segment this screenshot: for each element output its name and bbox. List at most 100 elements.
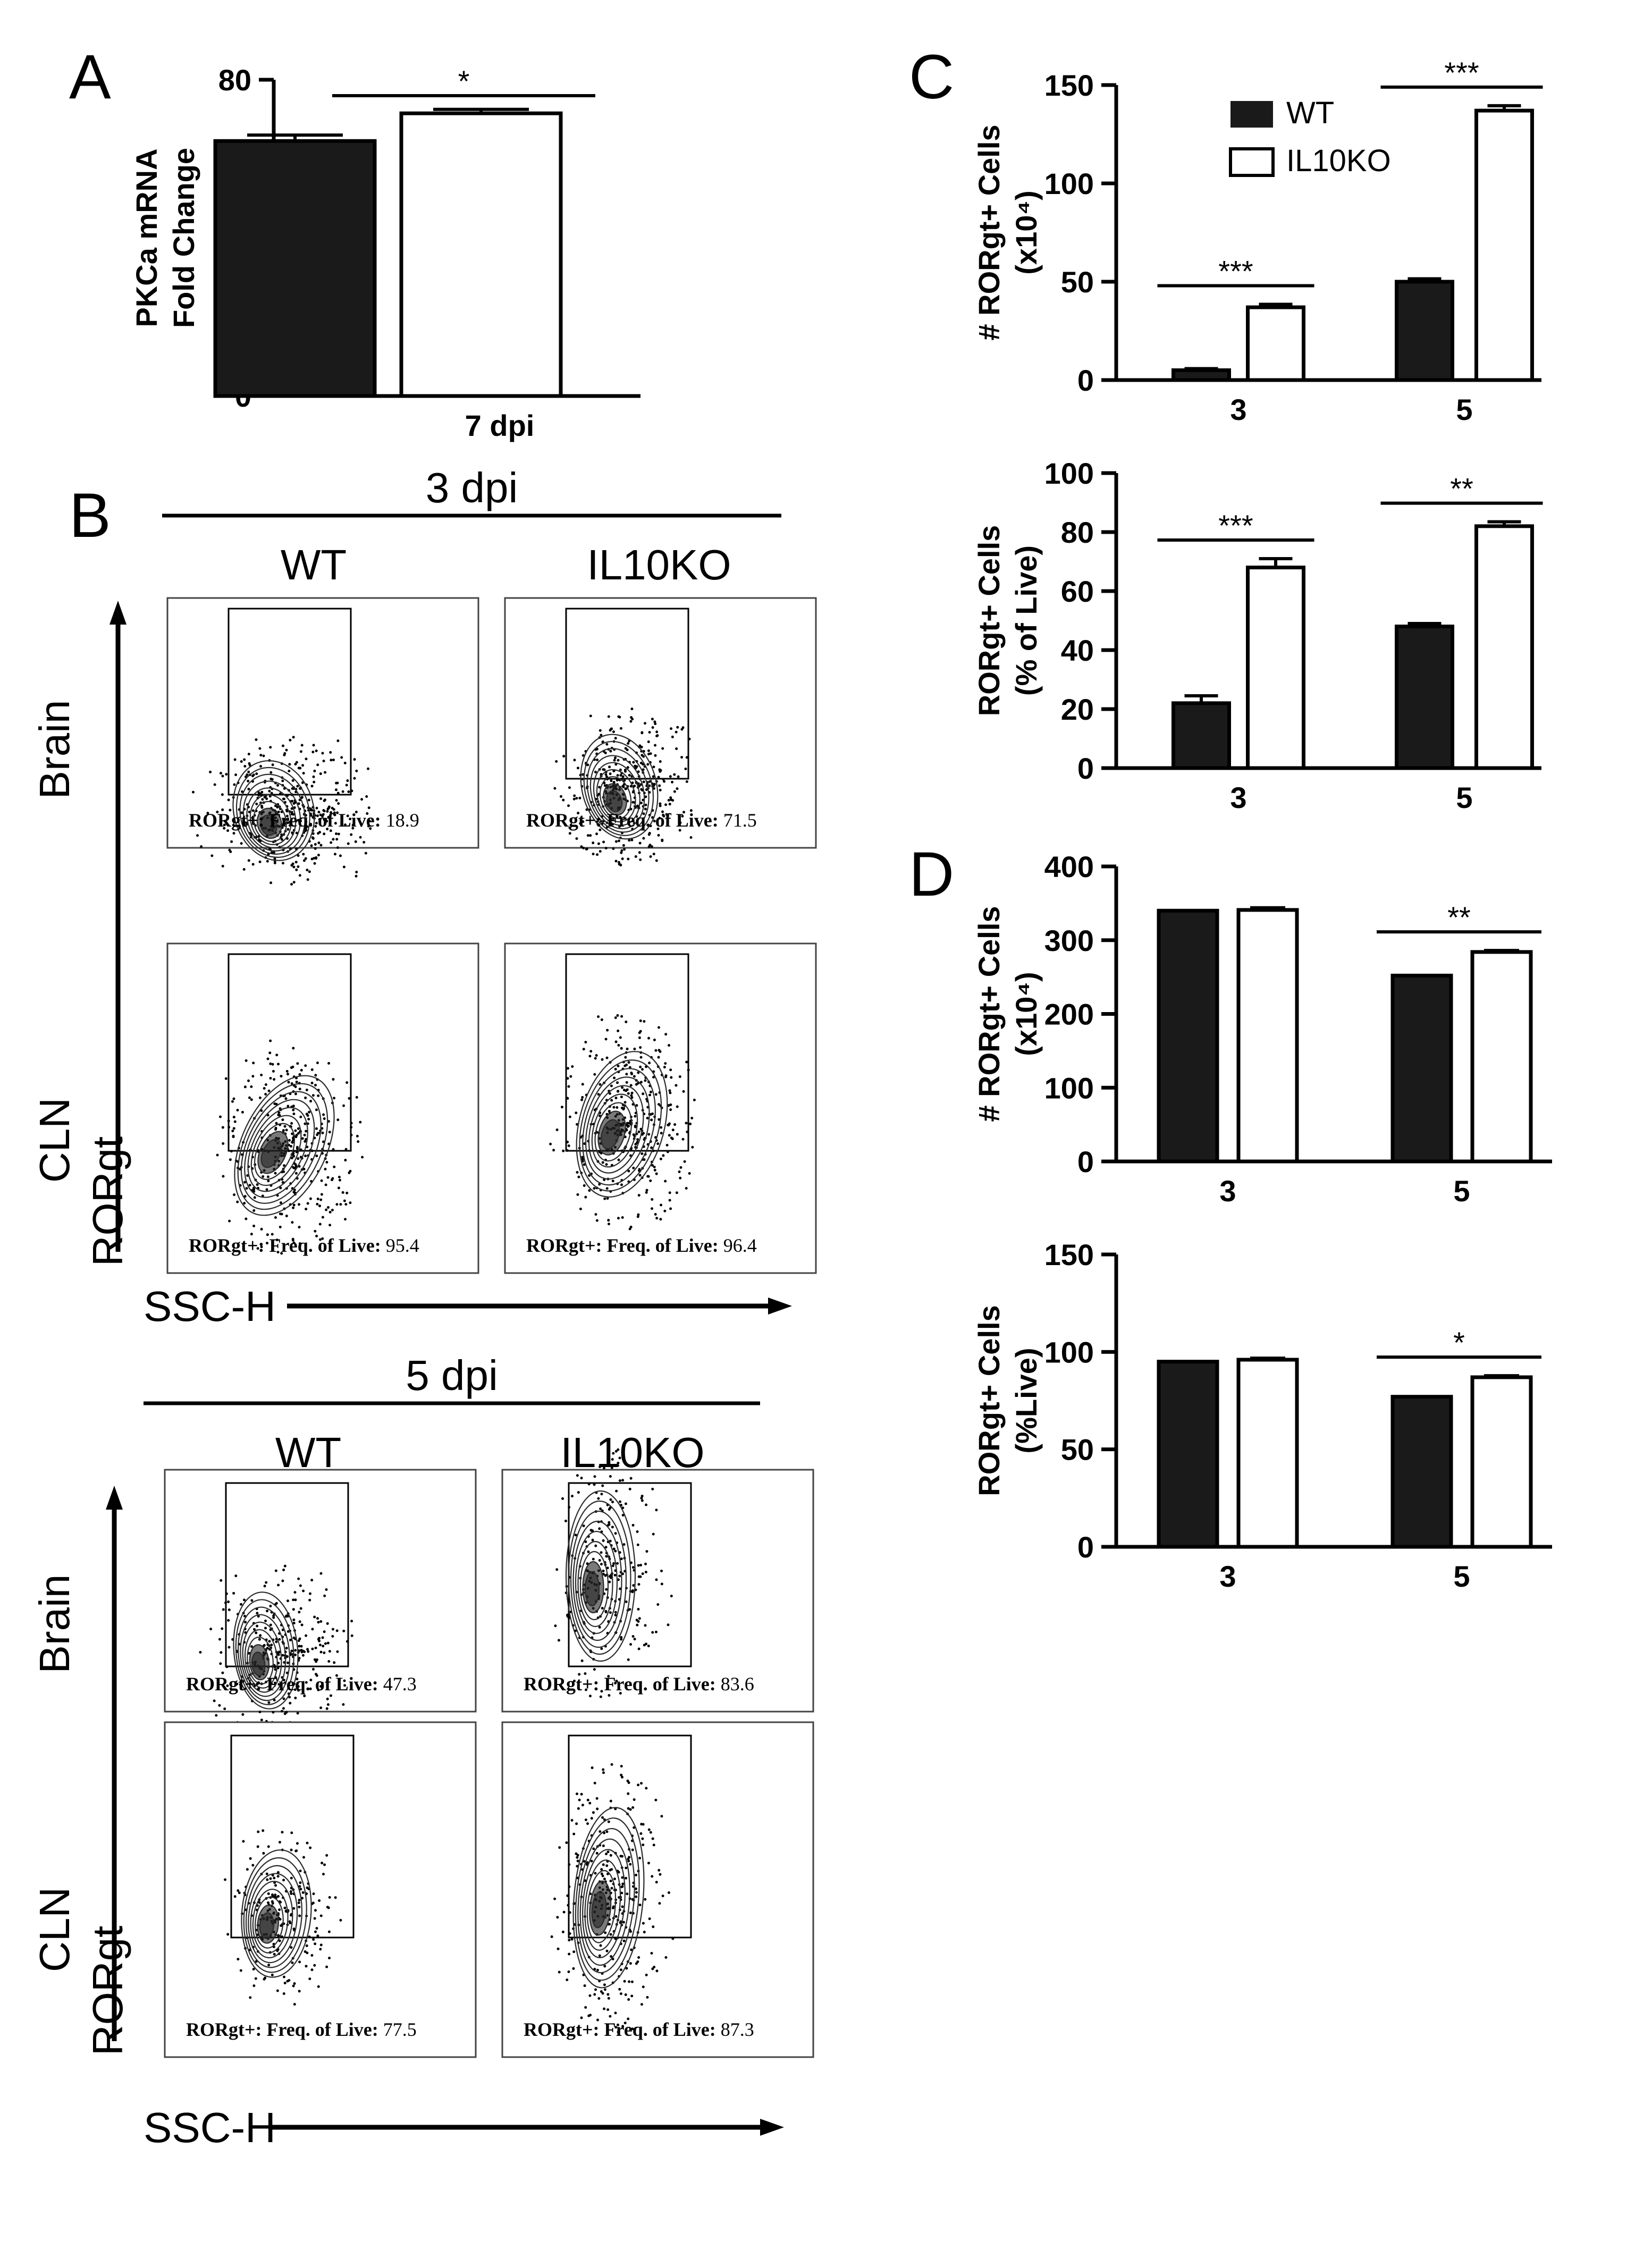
event-dot (627, 1807, 630, 1810)
event-dot (664, 1033, 668, 1036)
event-dot (303, 1694, 306, 1697)
bar-il10ko (1236, 1358, 1299, 1549)
event-dot (645, 1191, 648, 1194)
row-label: Brain (31, 1574, 78, 1674)
event-dot (298, 1899, 301, 1902)
event-dot (635, 1619, 638, 1622)
event-dot (260, 1245, 263, 1249)
event-dot (642, 837, 645, 840)
event-dot (612, 1905, 615, 1908)
event-dot (224, 1601, 227, 1604)
event-dot (258, 747, 262, 750)
event-dot (576, 1170, 579, 1174)
event-dot (294, 1129, 297, 1132)
event-dot (298, 1914, 301, 1917)
event-dot (657, 1103, 660, 1106)
event-dot (600, 1563, 603, 1566)
event-dot (359, 836, 362, 839)
event-dot (679, 1166, 682, 1169)
event-dot (649, 1831, 652, 1834)
event-dot (607, 1219, 610, 1222)
contour-ring (582, 1068, 656, 1186)
event-dot (622, 1920, 625, 1924)
event-dot (645, 788, 648, 791)
event-dot (648, 1093, 652, 1097)
event-dot (243, 758, 246, 761)
event-dot (580, 1098, 584, 1101)
event-dot (594, 1057, 597, 1060)
event-dot (630, 1091, 634, 1094)
event-dot (644, 803, 647, 806)
gate-frequency-label: RORgt+: Freq. of Live: 96.4 (526, 1235, 757, 1256)
event-dot (550, 1935, 553, 1939)
event-dot (274, 804, 277, 807)
event-dot (277, 1583, 280, 1587)
event-dot (630, 1980, 634, 1983)
event-dot (673, 773, 676, 776)
event-dot (290, 1914, 293, 1917)
y-axis-label: RORgt (84, 1136, 131, 1267)
event-dot (278, 1939, 281, 1942)
event-dot (584, 1818, 587, 1822)
event-dot (323, 1651, 326, 1654)
event-dot (319, 844, 323, 847)
event-dot (326, 810, 329, 813)
event-dot (604, 1610, 608, 1613)
event-dot (224, 1878, 227, 1881)
event-dot (640, 1152, 644, 1155)
event-dot (298, 1637, 301, 1640)
event-dot (313, 1917, 316, 1920)
event-dot (655, 1509, 658, 1512)
event-dot (654, 1093, 658, 1096)
event-dot (649, 752, 652, 755)
event-dot (243, 765, 247, 768)
event-dot (294, 861, 298, 864)
event-dot (306, 1841, 309, 1844)
event-dot (332, 759, 335, 762)
event-dot (330, 841, 333, 844)
event-dot (265, 797, 268, 801)
event-dot (317, 1688, 320, 1691)
event-dot (280, 1212, 283, 1216)
event-dot (688, 1172, 691, 1175)
contour-ring (233, 1591, 299, 1709)
event-dot (596, 2018, 599, 2021)
event-dot (567, 1903, 570, 1907)
event-dot (275, 1602, 278, 1605)
event-dot (601, 1606, 604, 1610)
event-dot (254, 1977, 257, 1980)
event-dot (292, 1105, 295, 1108)
contour-ring (259, 1912, 275, 1939)
event-dot (342, 1104, 345, 1107)
event-dot (688, 737, 691, 740)
event-dot (636, 1543, 639, 1546)
event-dot (605, 1555, 608, 1558)
event-dot (631, 2027, 634, 2031)
event-dot (614, 1614, 617, 1617)
event-dot (609, 749, 612, 753)
event-dot (282, 1697, 285, 1700)
contour-ring (242, 1621, 282, 1693)
event-dot (327, 815, 330, 819)
event-dot (289, 1144, 292, 1148)
event-dot (640, 1496, 643, 1500)
event-dot (298, 1611, 301, 1614)
event-dot (604, 1546, 608, 1549)
event-dot (298, 1885, 301, 1888)
event-dot (285, 748, 288, 752)
event-dot (670, 727, 673, 730)
event-dot (619, 1692, 622, 1695)
event-dot (629, 1911, 632, 1915)
event-dot (310, 1081, 314, 1084)
contour-ring (591, 1093, 638, 1168)
event-dot (601, 1161, 604, 1164)
event-dot (625, 1081, 628, 1084)
event-dot (289, 1638, 292, 1641)
event-dot (660, 1569, 663, 1572)
event-dot (308, 1935, 311, 1939)
event-dot (239, 1969, 242, 1972)
contour-ring (254, 1123, 296, 1180)
event-dot (598, 1527, 601, 1530)
event-dot (604, 1574, 607, 1577)
x-axis-arrowhead (760, 2119, 784, 2136)
